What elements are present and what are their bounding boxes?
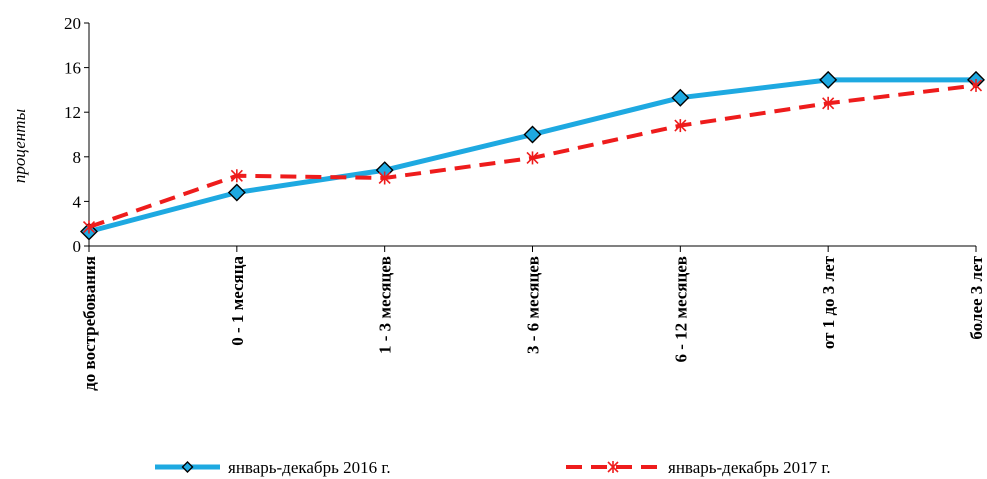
y-tick-label: 12 (64, 103, 81, 122)
legend-marker (181, 461, 194, 473)
y-tick-label: 8 (73, 148, 82, 167)
data-point (969, 78, 983, 92)
data-point (82, 220, 96, 234)
legend-label: январь-декабрь 2017 г. (668, 458, 831, 477)
legend-item-1: январь-декабрь 2016 г. (155, 458, 391, 477)
data-point (230, 169, 243, 183)
data-point (378, 171, 391, 185)
series-layer (80, 70, 985, 241)
x-axis: до востребования 0 - 1 месяца 1 - 3 месяце… (80, 245, 986, 391)
series-2 (82, 78, 983, 234)
y-tick-label: 0 (73, 237, 82, 256)
y-axis-label: проценты (10, 109, 29, 183)
data-point (523, 125, 542, 144)
legend-item-2: январь-декабрь 2017 г. (566, 458, 831, 477)
x-tick-label: 1 - 3 месяцев (376, 256, 395, 354)
x-tick-label: 3 - 6 месяцев (524, 256, 543, 354)
data-point (822, 96, 835, 110)
y-tick-label: 20 (64, 14, 81, 33)
data-point (671, 88, 690, 107)
y-tick-label: 16 (64, 59, 81, 78)
legend: январь-декабрь 2016 г. январь-декабрь 201… (155, 458, 831, 477)
x-tick-label: до востребования (80, 256, 99, 391)
x-tick-label: 6 - 12 месяцев (671, 256, 690, 363)
x-tick-label: от 1 до 3 лет (819, 255, 838, 349)
series-1 (80, 70, 985, 241)
data-point (674, 119, 687, 133)
y-tick-label: 4 (73, 192, 82, 211)
x-tick-label: более 3 лет (967, 255, 986, 339)
legend-marker (607, 461, 619, 473)
x-tick-label: 0 - 1 месяца (228, 256, 247, 346)
y-axis: 0 4 8 12 16 20 (64, 14, 90, 256)
data-point (227, 183, 246, 202)
legend-label: январь-декабрь 2016 г. (228, 458, 391, 477)
data-point (526, 151, 539, 165)
data-point (819, 70, 838, 89)
